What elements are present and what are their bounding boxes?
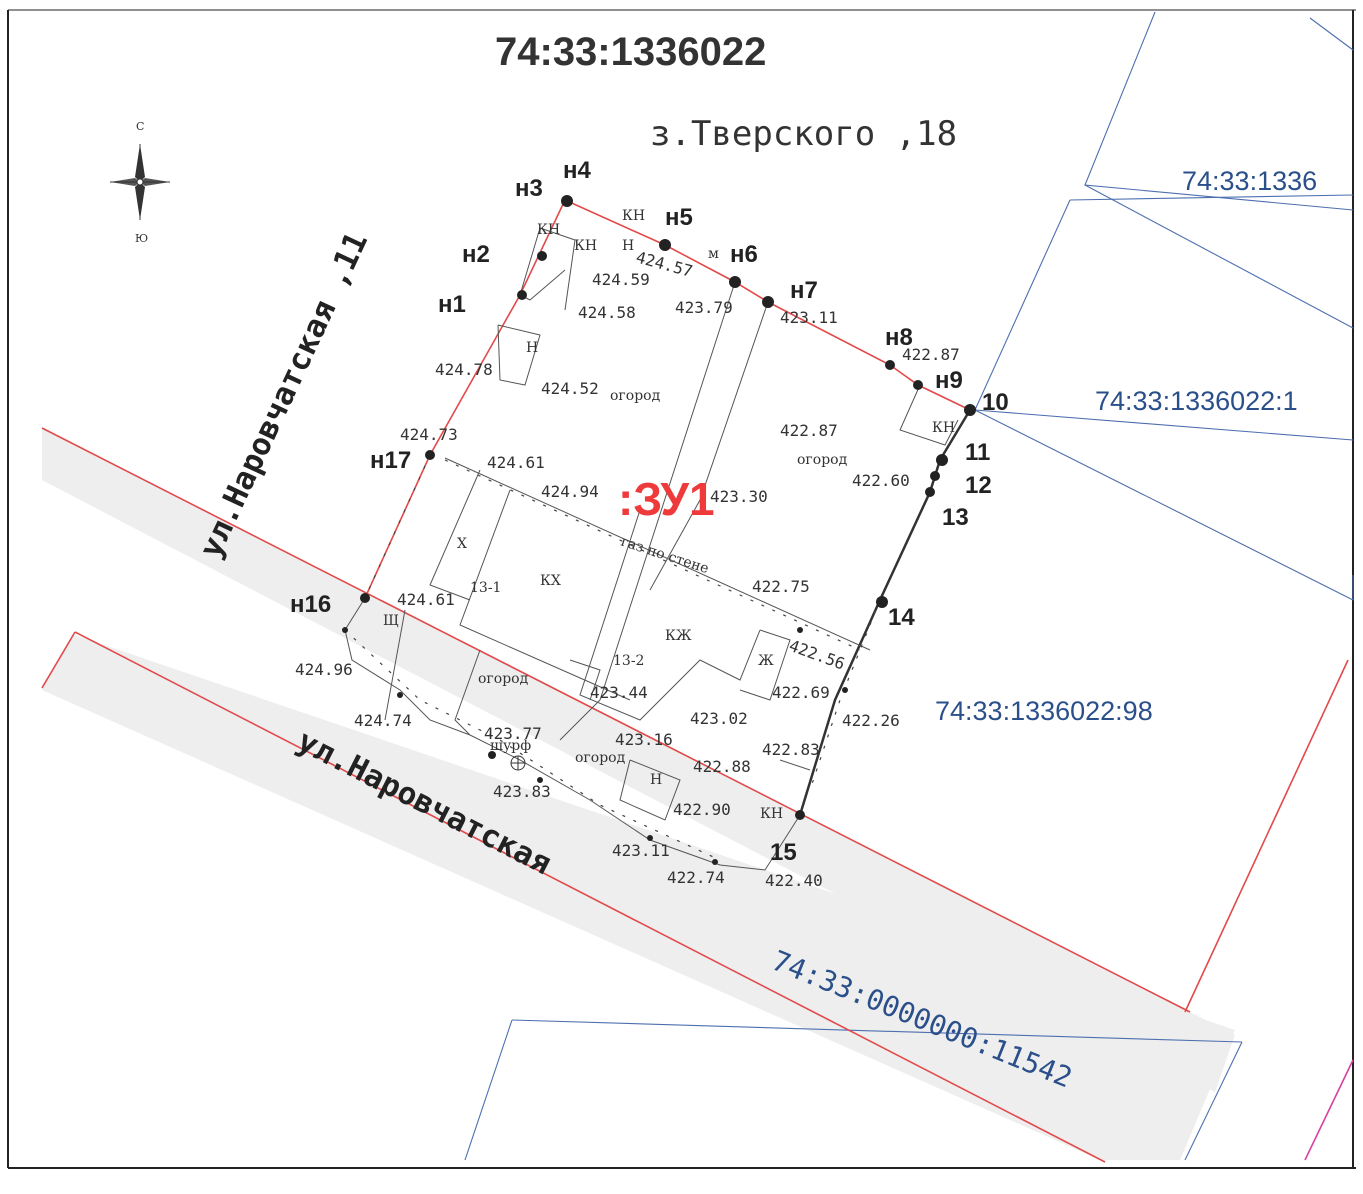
point-label: 12 [965, 472, 992, 499]
elevation: 422.87 [902, 345, 960, 364]
annotation-h: Х [457, 536, 467, 552]
annotation-sch: Щ [383, 613, 399, 629]
point-label: 10 [982, 389, 1009, 416]
road-band-lower [42, 635, 1235, 1160]
compass-icon [110, 144, 170, 220]
annotation-kn: КН [574, 238, 597, 254]
parcel-label-middle-right: 74:33:1336022:1 [1095, 386, 1298, 416]
elevation: 423.16 [615, 730, 673, 749]
annotation-building: 13-2 [613, 653, 644, 669]
point-label: н3 [515, 175, 543, 202]
elevation: 423.11 [780, 308, 838, 327]
point-label: 13 [942, 504, 969, 531]
elevation: 422.60 [852, 471, 910, 490]
point-label: н9 [935, 367, 963, 394]
point-label: н1 [438, 291, 466, 318]
elevation: 423.02 [690, 709, 748, 728]
elevation: 423.11 [612, 841, 670, 860]
elevation: 424.78 [435, 360, 493, 379]
parcel-label-lower-right: 74:33:1336022:98 [935, 696, 1153, 726]
elevation: 422.74 [667, 868, 725, 887]
annotation-n: Н [622, 238, 634, 254]
point-label: 15 [770, 839, 797, 866]
annotation-zh: Ж [758, 653, 774, 669]
elevation: 424.73 [400, 425, 458, 444]
elevation: 423.30 [710, 487, 768, 506]
point-label: н4 [563, 157, 591, 184]
elevation: 424.58 [578, 303, 636, 322]
annotation-kh: КХ [540, 573, 561, 589]
elevation: 423.44 [590, 683, 648, 702]
red-lines [41, 427, 1354, 1163]
elevation: 423.83 [493, 782, 551, 801]
annotation-n: Н [526, 340, 538, 356]
annotation-ogorod: огород [610, 388, 661, 404]
elevation: 422.40 [765, 871, 823, 890]
elevation: 424.59 [592, 270, 650, 289]
point-label: н6 [730, 241, 758, 268]
annotation-kn: КН [932, 420, 955, 436]
plan-annotations: КН КН КН КН КН Н Н Н м Х КХ КЖ Ж Щ огоро… [383, 208, 955, 822]
road-band [42, 428, 1235, 1092]
elevation: 422.69 [772, 683, 830, 702]
annotation-kn: КН [622, 208, 645, 224]
elevation: 424.52 [541, 379, 599, 398]
point-label: н17 [370, 447, 411, 474]
elevation: 424.94 [541, 482, 599, 501]
compass-north: С [136, 120, 144, 133]
boundary-point-markers [342, 195, 976, 865]
point-label: 14 [888, 604, 915, 631]
elevation: 423.77 [484, 724, 542, 743]
elevation-labels: 424.59 424.58 423.79 423.11 422.87 424.7… [295, 248, 960, 890]
elevation: 424.74 [354, 711, 412, 730]
annotation-ogorod: огород [797, 452, 848, 468]
point-label: н2 [462, 241, 490, 268]
point-label: н5 [665, 204, 693, 231]
dotted-traces [344, 454, 881, 861]
elevation: 424.61 [487, 453, 545, 472]
parcel-label-top-right: 74:33:1336 [1182, 166, 1317, 196]
annotation-building: 13-1 [470, 580, 501, 596]
elevation: 424.96 [295, 660, 353, 679]
elevation: 423.79 [675, 298, 733, 317]
address-label: з.Тверского ,18 [650, 114, 957, 154]
annotation-shurf: шурф [490, 738, 531, 754]
street-label-upper: ул.Наровчатская ,11 [193, 227, 375, 564]
annotation-gas: газ по стене [619, 534, 711, 577]
elevation: 422.75 [752, 577, 810, 596]
point-label: н8 [885, 324, 913, 351]
map-title: 74:33:1336022 [495, 30, 766, 74]
well-icon [510, 755, 526, 771]
point-label: н16 [290, 591, 331, 618]
zu-label: :ЗУ1 [618, 473, 715, 525]
annotation-kn: КН [537, 222, 560, 238]
boundary-point-labels: н1 н2 н3 н4 н5 н6 н7 н8 н9 10 11 12 13 1… [290, 157, 1009, 866]
elevation: 422.87 [780, 421, 838, 440]
point-label: 11 [965, 439, 990, 466]
annotation-kzh: КЖ [665, 628, 692, 644]
annotation-m: м [708, 246, 719, 262]
elevation: 422.83 [762, 740, 820, 759]
elevation: 422.56 [787, 636, 848, 674]
annotation-ogorod: огород [575, 750, 626, 766]
interior-lines [384, 227, 959, 821]
annotation-n: Н [650, 772, 662, 788]
elevation: 424.61 [397, 590, 455, 609]
neighbour-parcels [464, 11, 1354, 1161]
annotation-kn: КН [760, 806, 783, 822]
point-label: н7 [790, 277, 818, 304]
compass-south: Ю [135, 232, 148, 245]
elevation: 422.26 [842, 711, 900, 730]
annotation-ogorod: огород [478, 671, 529, 687]
elevation: 422.88 [693, 757, 751, 776]
elevation: 422.90 [673, 800, 731, 819]
